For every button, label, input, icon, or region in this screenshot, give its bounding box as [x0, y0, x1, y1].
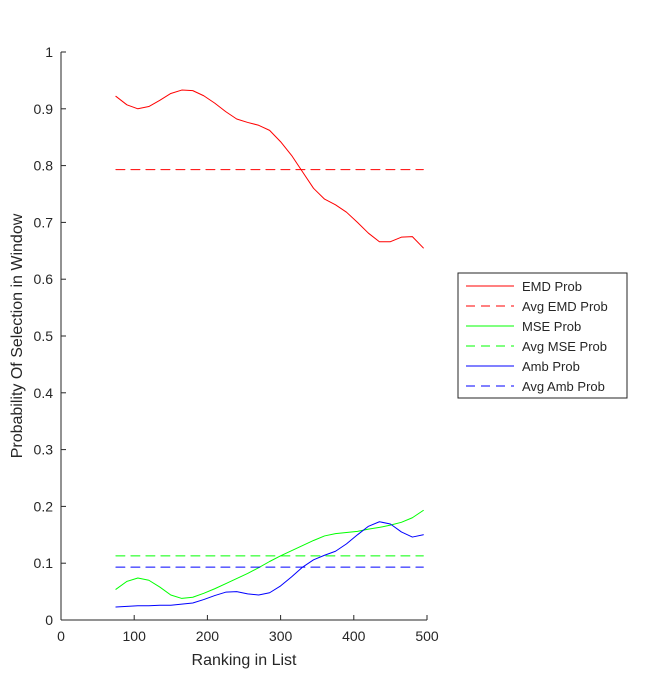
y-tick-label: 0.7 — [34, 214, 54, 230]
x-tick-label: 300 — [269, 628, 293, 644]
series-line-mse-prob — [115, 509, 424, 599]
y-tick-label: 0.1 — [34, 555, 54, 571]
legend-label-emd-prob: EMD Prob — [522, 279, 582, 294]
y-tick-label: 0.6 — [34, 271, 54, 287]
series-layer — [115, 89, 424, 608]
x-tick-label: 100 — [123, 628, 147, 644]
legend-label-avg-emd-prob: Avg EMD Prob — [522, 299, 608, 314]
legend-label-mse-prob: MSE Prob — [522, 319, 581, 334]
x-tick-label: 0 — [57, 628, 65, 644]
y-tick-label: 0.9 — [34, 101, 54, 117]
legend-label-avg-mse-prob: Avg MSE Prob — [522, 339, 607, 354]
y-tick-label: 0.5 — [34, 328, 54, 344]
x-tick-label: 400 — [342, 628, 366, 644]
y-tick-label: 1 — [45, 44, 53, 60]
y-tick-label: 0 — [45, 612, 53, 628]
series-line-emd-prob — [115, 89, 424, 249]
y-tick-label: 0.8 — [34, 158, 54, 174]
y-axis-label: Probability Of Selection in Window — [9, 213, 26, 458]
legend-items: EMD Prob Avg EMD Prob MSE Prob Avg MSE Prob… — [466, 279, 608, 394]
y-tick-label: 0.4 — [34, 385, 54, 401]
x-tick-label: 200 — [196, 628, 220, 644]
series-line-amb-prob — [115, 521, 424, 608]
y-tick-label: 0.2 — [34, 498, 54, 514]
y-ticks: 0 0.1 0.2 0.3 0.4 0.5 0.6 0.7 0.8 0.9 1 — [34, 44, 66, 628]
legend-label-amb-prob: Amb Prob — [522, 359, 580, 374]
legend-label-avg-amb-prob: Avg Amb Prob — [522, 379, 605, 394]
x-ticks: 0 100 200 300 400 500 — [57, 615, 439, 644]
legend-box — [457, 272, 628, 399]
x-tick-label: 500 — [415, 628, 439, 644]
x-axis-label: Ranking in List — [192, 652, 298, 669]
y-tick-label: 0.3 — [34, 442, 54, 458]
legend: EMD Prob Avg EMD Prob MSE Prob Avg MSE Prob… — [457, 272, 628, 399]
